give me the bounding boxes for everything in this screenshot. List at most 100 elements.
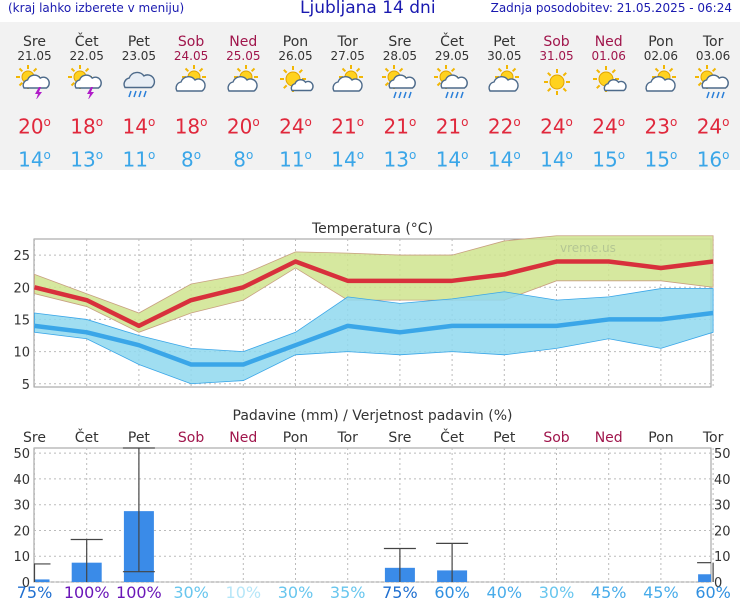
temp-max: 21o (331, 114, 365, 139)
temp-min: 14o (18, 147, 51, 172)
min-temp-range-band (34, 288, 714, 385)
day-date: 02.06 (643, 49, 679, 63)
temp-max: 18o (174, 114, 208, 139)
day-name: Tor (337, 34, 358, 50)
day-date: 30.05 (487, 49, 522, 63)
x-category-label: Čet (75, 428, 99, 446)
x-category-label: Tor (702, 430, 724, 446)
x-category-label: Pon (283, 430, 308, 446)
day-date: 21.05 (17, 49, 52, 63)
day-date: 25.05 (226, 49, 261, 63)
temp-min: 15o (592, 147, 626, 172)
precip-probability: 30% (173, 583, 209, 600)
y-tick-label: 30 (13, 499, 30, 514)
sun-icon (531, 65, 583, 99)
sun-small-cloud-icon (583, 65, 635, 99)
sun-cloud-rain-icon (687, 65, 739, 99)
temp-min: 14o (435, 147, 469, 172)
last-update: Zadnja posodobitev: 21.05.2025 - 06:24 (490, 1, 732, 15)
y-tick-label-right: 30 (714, 499, 731, 514)
precip-probability: 45% (591, 583, 627, 600)
temp-max: 21o (383, 114, 417, 139)
temp-max: 24o (592, 114, 626, 139)
day-column: Tor 03.06 24o 16o (687, 34, 739, 170)
precip-probability: 60% (434, 583, 470, 600)
precipitation-chart: Padavine (mm) / Verjetnost padavin (%) Sr… (13, 408, 731, 600)
x-category-label: Čet (440, 428, 464, 446)
temp-min: 13o (70, 147, 104, 172)
temp-min: 11o (122, 147, 156, 172)
day-date: 26.05 (278, 49, 313, 63)
temp-max: 24o (279, 114, 312, 139)
temp-min: 13o (383, 147, 417, 172)
precip-probability: 60% (695, 583, 731, 600)
precip-bar (34, 579, 50, 582)
y-tick-label-right: 10 (714, 550, 731, 565)
day-column: Sre 21.05 20o 14o (9, 34, 61, 170)
precip-probability: 100% (116, 583, 162, 600)
precip-probability: 10% (226, 583, 262, 600)
y-tick-label: 20 (13, 281, 30, 296)
temp-max: 21o (435, 114, 469, 139)
temp-max: 22o (487, 114, 521, 139)
day-name: Ned (229, 34, 258, 50)
precip-probability: 100% (64, 583, 110, 600)
x-category-label: Pon (648, 430, 673, 446)
day-date: 22.05 (69, 49, 104, 63)
temp-max: 24o (540, 114, 573, 139)
y-tick-label: 10 (13, 550, 30, 565)
day-date: 23.05 (121, 49, 157, 63)
y-tick-label-right: 50 (714, 447, 731, 462)
precip-probability: 75% (17, 583, 53, 600)
page-title: Ljubljana 14 dni (300, 0, 436, 18)
day-column: Tor 27.05 21o 14o (322, 34, 374, 170)
day-date: 24.05 (173, 49, 209, 63)
y-tick-label-right: 20 (714, 524, 731, 539)
day-column: Pet 23.05 14o 11o (113, 34, 165, 170)
x-category-label: Sob (178, 430, 204, 446)
header-menu-hint[interactable]: (kraj lahko izberete v meniju) (8, 1, 185, 15)
day-name: Ned (594, 34, 623, 50)
x-category-label: Ned (229, 430, 257, 446)
sun-cloud-rain-icon (426, 65, 478, 99)
chart-title: Padavine (mm) / Verjetnost padavin (%) (233, 408, 513, 424)
sun-cloud-rain-icon (374, 65, 426, 99)
x-category-label: Sob (543, 430, 569, 446)
y-tick-label: 50 (13, 447, 30, 462)
y-tick-label: 20 (13, 524, 30, 539)
precip-probability: 40% (487, 583, 523, 600)
y-tick-label: 5 (22, 378, 30, 393)
x-category-label: Sre (388, 430, 411, 446)
precip-probability: 35% (330, 583, 366, 600)
day-column: Pon 26.05 24o 11o (270, 34, 322, 170)
y-tick-label: 15 (13, 313, 30, 328)
x-category-label: Ned (595, 430, 623, 446)
day-column: Sre 28.05 21o 13o (374, 34, 426, 170)
partly-cloudy-icon (635, 65, 687, 99)
temp-max: 14o (122, 114, 156, 139)
day-name: Sob (177, 34, 205, 50)
x-category-label: Tor (336, 430, 358, 446)
min-temp-line (34, 310, 714, 367)
y-tick-label: 40 (13, 473, 30, 488)
precip-probability: 30% (278, 583, 314, 600)
precip-probability: 45% (643, 583, 679, 600)
temp-max: 20o (18, 114, 51, 139)
day-name: Sre (23, 34, 46, 50)
temp-min: 14o (540, 147, 573, 172)
day-name: Tor (702, 34, 724, 50)
partly-cloudy-icon (217, 65, 269, 99)
day-name: Pon (282, 34, 309, 50)
day-column: Čet 22.05 18o 13o (61, 34, 113, 170)
day-name: Pet (127, 34, 150, 50)
partly-cloudy-icon (478, 65, 530, 99)
y-tick-label: 10 (13, 346, 30, 361)
y-tick-label-right: 0 (714, 576, 722, 591)
temp-min: 14o (331, 147, 365, 172)
temp-min: 8o (181, 147, 202, 172)
day-name: Sre (388, 34, 412, 50)
day-date: 31.05 (539, 49, 574, 63)
x-category-label: Sre (23, 430, 46, 446)
day-column: Pet 30.05 22o 14o (478, 34, 530, 170)
